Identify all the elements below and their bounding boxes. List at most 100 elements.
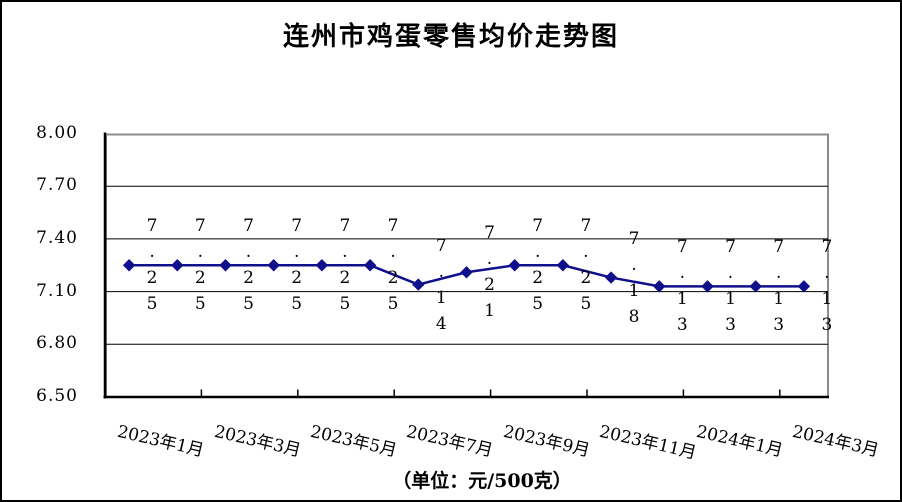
data-label-char: 1 xyxy=(725,289,736,310)
data-label-char: 7 xyxy=(580,216,592,237)
data-label-char: . xyxy=(342,242,348,263)
data-label-char: 2 xyxy=(291,268,303,289)
data-point-marker xyxy=(122,259,136,272)
data-point-marker xyxy=(556,259,570,272)
data-label-char: . xyxy=(486,249,493,270)
data-label-char: 2 xyxy=(484,275,495,296)
y-tick-label: 7.40 xyxy=(36,227,78,248)
data-point-marker xyxy=(315,259,329,272)
data-label-char: 5 xyxy=(339,294,351,315)
data-label-char: . xyxy=(149,242,155,263)
data-label-char: 2 xyxy=(243,268,254,289)
y-tick-label: 6.50 xyxy=(36,386,78,406)
data-label-char: 7 xyxy=(146,216,158,237)
data-label-char: 7 xyxy=(821,237,833,258)
data-label-char: 1 xyxy=(676,289,688,310)
data-label-char: 2 xyxy=(194,268,206,289)
data-label-char: . xyxy=(727,263,734,284)
data-label-char: . xyxy=(534,242,541,263)
data-point-marker xyxy=(508,259,521,272)
data-label-char: 1 xyxy=(435,287,447,308)
data-label-char: 7 xyxy=(773,237,785,258)
y-tick-label: 6.80 xyxy=(36,333,78,354)
data-point-marker xyxy=(701,280,714,293)
data-point-marker xyxy=(219,259,232,272)
data-label-char: 5 xyxy=(387,294,399,315)
data-label-char: 5 xyxy=(243,294,254,315)
data-label-char: . xyxy=(438,261,444,282)
data-label-char: . xyxy=(824,263,830,284)
data-label-char: 7 xyxy=(628,228,640,249)
data-label-char: 5 xyxy=(291,294,303,315)
data-label-char: . xyxy=(583,242,589,263)
data-label-char: . xyxy=(631,254,637,275)
data-point-marker xyxy=(412,278,425,291)
data-point-marker xyxy=(460,266,473,279)
data-label-char: 7 xyxy=(339,216,351,237)
data-point-marker xyxy=(797,280,811,293)
chart-title: 连州市鸡蛋零售均价走势图 xyxy=(282,22,619,52)
data-label-char: 7 xyxy=(676,237,688,258)
data-label-char: 1 xyxy=(773,289,785,310)
data-label-char: 1 xyxy=(821,289,833,310)
data-label-char: 3 xyxy=(676,315,688,336)
data-label-char: 2 xyxy=(387,268,399,289)
data-label-char: 4 xyxy=(435,313,447,334)
data-label-char: . xyxy=(293,242,300,263)
y-tick-label: 7.10 xyxy=(36,280,78,301)
data-label-char: 3 xyxy=(773,315,785,336)
data-label-char: 2 xyxy=(339,268,351,289)
data-label-char: 7 xyxy=(532,216,544,237)
data-label-char: . xyxy=(245,242,252,263)
data-label-char: 7 xyxy=(725,237,736,258)
data-label-char: 2 xyxy=(580,268,592,289)
data-label-char: 3 xyxy=(725,315,736,336)
data-label-char: . xyxy=(679,263,685,284)
data-point-marker xyxy=(363,259,377,272)
data-point-marker xyxy=(604,271,618,284)
data-label-char: 5 xyxy=(532,294,544,315)
unit-caption: （单位：元/500克） xyxy=(392,470,572,492)
data-point-marker xyxy=(171,259,184,272)
data-point-marker xyxy=(653,280,666,293)
data-label-char: 7 xyxy=(243,216,254,237)
data-label-char: 7 xyxy=(387,216,399,237)
data-point-marker xyxy=(267,259,280,272)
data-label-char: . xyxy=(775,263,782,284)
y-tick-label: 7.70 xyxy=(36,175,78,196)
data-label-char: 5 xyxy=(146,294,158,315)
data-label-char: 5 xyxy=(194,294,206,315)
data-label-char: . xyxy=(197,242,203,263)
data-label-char: 1 xyxy=(628,280,640,301)
data-label-char: 7 xyxy=(484,223,495,244)
data-label-char: 8 xyxy=(628,306,640,327)
data-label-char: 7 xyxy=(435,235,447,256)
data-label-char: 3 xyxy=(821,315,833,336)
data-label-char: 2 xyxy=(532,268,544,289)
data-label-char: 5 xyxy=(580,294,592,315)
data-label-char: . xyxy=(390,242,396,263)
y-tick-label: 8.00 xyxy=(36,122,78,143)
data-label-char: 7 xyxy=(291,216,303,237)
data-label-char: 2 xyxy=(146,268,158,289)
data-label-char: 1 xyxy=(484,301,495,322)
data-label-char: 7 xyxy=(194,216,206,237)
data-point-marker xyxy=(749,280,762,293)
